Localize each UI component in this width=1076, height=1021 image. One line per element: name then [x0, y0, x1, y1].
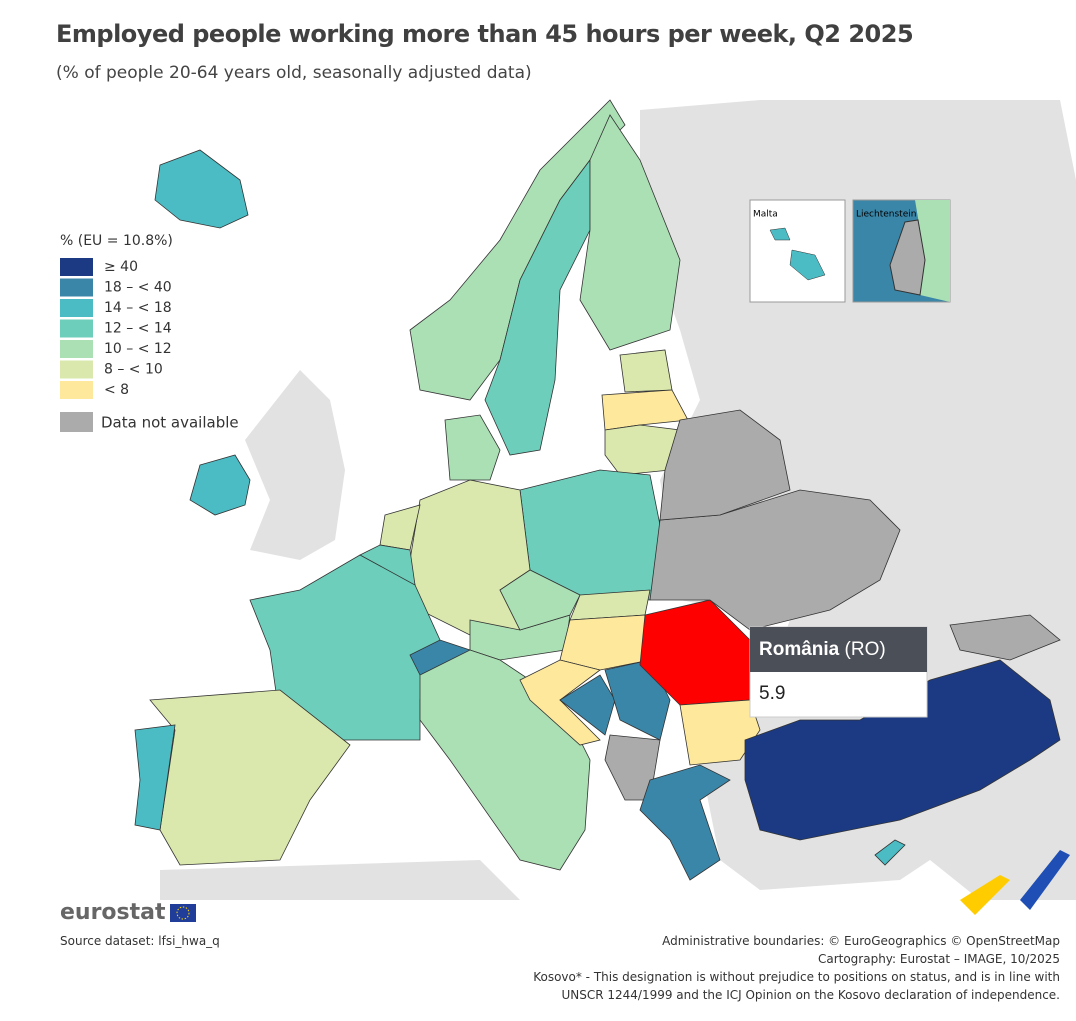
tooltip: România (RO) 5.9 [749, 626, 928, 718]
portugal [134, 724, 176, 831]
inset-label: Malta [753, 210, 778, 220]
czechia [499, 569, 581, 631]
uk [245, 370, 345, 560]
cyprus [874, 839, 906, 866]
denmark [444, 414, 501, 481]
malta-main [789, 249, 826, 281]
legend-swatch [60, 412, 93, 432]
legend-label: 18 – < 40 [104, 280, 172, 296]
spain [149, 689, 351, 866]
credit: Administrative boundaries: © EuroGeograp… [662, 934, 1060, 948]
eu-flag [170, 904, 196, 922]
deco [960, 875, 1010, 915]
source: Source dataset: lfsi_hwa_q [60, 934, 220, 948]
legend-swatch [60, 299, 93, 317]
legend-swatch [60, 278, 93, 297]
tooltip-value: 5.9 [759, 683, 785, 704]
croatia [519, 659, 601, 746]
legend-swatch [60, 381, 93, 399]
deco [1020, 850, 1070, 910]
hungary [559, 614, 651, 671]
eu-stars [176, 906, 190, 920]
ukraine [649, 489, 901, 631]
iceland [154, 149, 249, 229]
caucasus [949, 614, 1061, 661]
legend-label: 12 – < 14 [104, 321, 172, 337]
belarus [659, 409, 791, 521]
inset-label: Liechtenstein [856, 210, 916, 220]
legend-label: 14 – < 18 [104, 300, 172, 316]
legend-label: Data not available [101, 414, 239, 432]
credit: UNSCR 1244/1999 and the ICJ Opinion on t… [561, 988, 1060, 1002]
legend-swatch [60, 360, 93, 379]
estonia [619, 349, 673, 393]
latvia [601, 389, 689, 431]
sweden [484, 158, 591, 456]
tooltip-title: România (RO) [759, 639, 886, 660]
legend-swatch [60, 258, 93, 276]
legend-label: < 8 [104, 382, 129, 398]
legend-swatch [60, 319, 93, 338]
subtitle: (% of people 20-64 years old, seasonally… [56, 63, 532, 83]
legend: ≥ 40 18 – < 40 14 – < 18 12 – < 14 10 – < 12… [60, 258, 239, 432]
legend-label: 8 – < 10 [104, 362, 163, 378]
inset-austria [915, 200, 950, 302]
title: Employed people working more than 45 hou… [56, 20, 914, 48]
legend-swatch [60, 340, 93, 358]
credit: Cartography: Eurostat – IMAGE, 10/2025 [817, 952, 1060, 966]
credit: Kosovo* - This designation is without pr… [533, 970, 1060, 984]
ireland [189, 454, 251, 516]
legend-label: ≥ 40 [104, 259, 138, 275]
legend-label: 10 – < 12 [104, 341, 172, 357]
finland [579, 114, 681, 351]
land [134, 99, 1076, 900]
legend-title: % (EU = 10.8%) [60, 233, 173, 249]
africa [160, 860, 520, 900]
balkans-na [604, 734, 661, 801]
gozo [769, 227, 791, 241]
inset-li [889, 219, 926, 296]
tooltip-country: România [759, 639, 840, 660]
greece [639, 764, 731, 881]
tooltip-header [750, 627, 927, 672]
tooltip-code: (RO) [845, 639, 886, 660]
logo: eurostat [60, 900, 166, 925]
